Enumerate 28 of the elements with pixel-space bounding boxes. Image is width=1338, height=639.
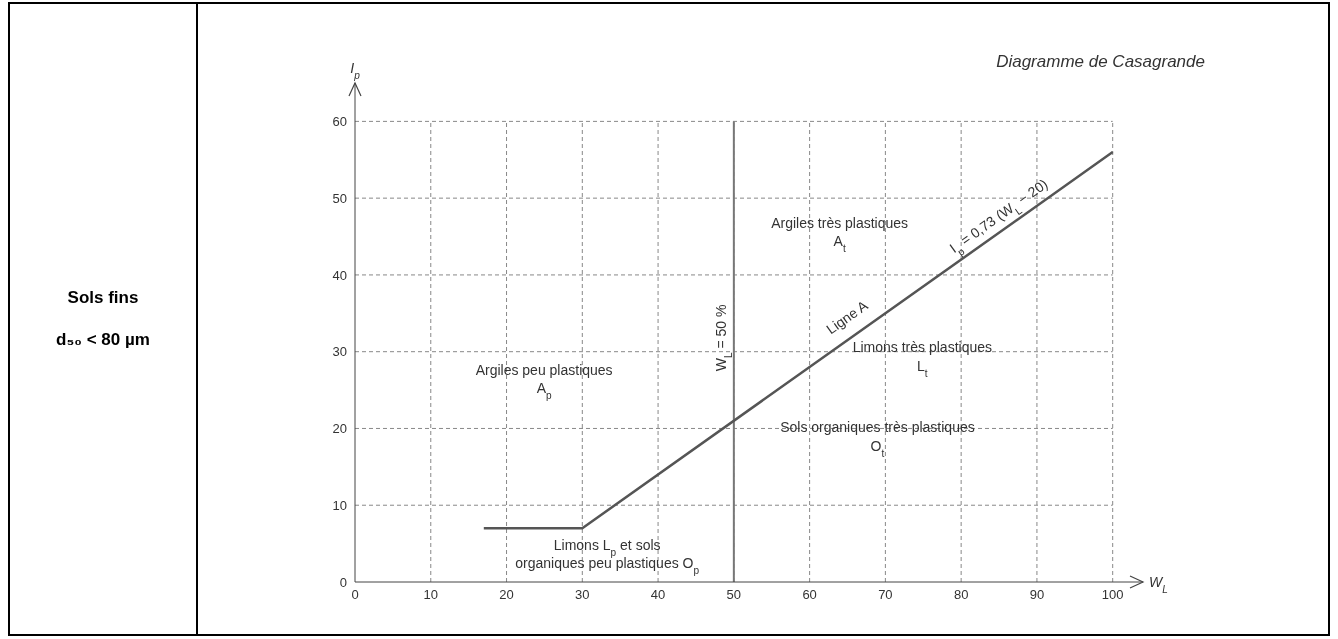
y-tick-label: 0: [339, 574, 347, 590]
y-tick-label: 30: [332, 344, 347, 360]
x-axis-title: W$_{L}$: [1149, 574, 1168, 595]
text: d₅₀ < 80 µm: [56, 330, 150, 350]
x-tick-label: 0: [351, 587, 359, 603]
y-axis-title: I$_{p}$: [350, 60, 361, 81]
annotation: Argiles peu plastiques A$_{p}$: [475, 361, 613, 401]
x-tick-label: 30: [575, 587, 590, 603]
y-tick-label: 10: [332, 497, 347, 513]
annotation: Limons L$_{p}$ et sols organiques peu plastiques O$_{p}$: [515, 536, 700, 576]
annotation: Argiles très plastiques A$_{t}$: [771, 214, 909, 254]
y-tick-label: 20: [332, 421, 347, 437]
annotation: Limons très plastiques L$_{t}$: [852, 339, 993, 379]
x-tick-label: 100: [1101, 587, 1124, 603]
x-tick-label: 80: [953, 587, 969, 603]
y-tick-label: 40: [332, 267, 347, 283]
x-tick-label: 90: [1029, 587, 1045, 603]
x-tick-label: 70: [878, 587, 893, 603]
x-tick-label: 10: [423, 587, 438, 603]
chart-title: Diagramme de Casagrande: [996, 52, 1205, 71]
x-tick-label: 40: [650, 587, 666, 603]
y-tick-label: 50: [332, 190, 347, 206]
x-tick-label: 60: [802, 587, 817, 603]
x-tick-label: 50: [726, 587, 742, 603]
x-tick-label: 20: [499, 587, 514, 603]
annotation: Sols organiques très plastiques O$_{t}$: [780, 419, 975, 458]
text: Sols fins: [67, 288, 139, 308]
y-tick-label: 60: [332, 114, 347, 129]
